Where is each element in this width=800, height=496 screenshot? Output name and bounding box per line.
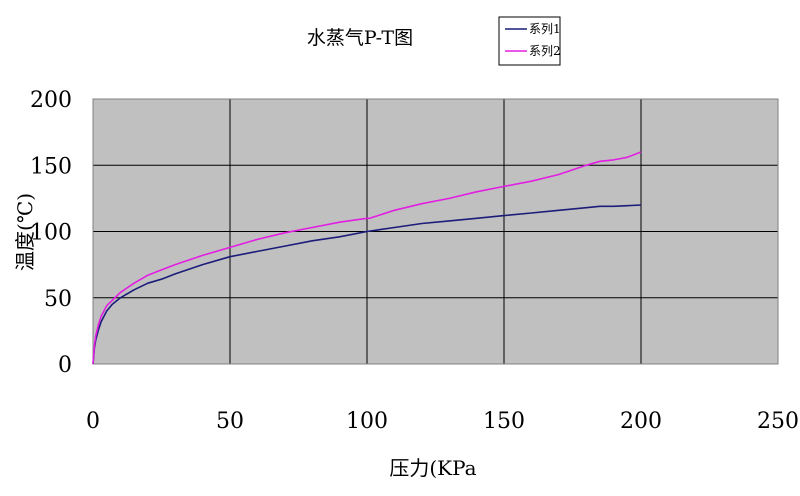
- x-tick-label: 100: [346, 409, 388, 434]
- y-tick-label: 100: [30, 221, 72, 246]
- chart-title: 水蒸气P-T图: [307, 27, 413, 49]
- legend-label-series1: 系列1: [529, 22, 561, 36]
- legend-box: [498, 16, 561, 66]
- y-tick-label: 0: [58, 353, 72, 378]
- series-line-2: [92, 151, 642, 365]
- x-tick-label: 200: [620, 409, 662, 434]
- x-tick-label: 250: [757, 409, 799, 434]
- plot-border: [92, 98, 779, 365]
- legend: 系列1 系列2: [498, 16, 561, 66]
- y-tick-label: 200: [30, 88, 72, 113]
- y-tick-label: 150: [30, 154, 72, 179]
- tick-labels: 0 50 100 150 200 250 0 50 100 150 200: [30, 88, 799, 434]
- legend-label-series2: 系列2: [529, 44, 561, 58]
- y-tick-label: 50: [44, 287, 72, 312]
- series-layer: [92, 151, 642, 365]
- x-tick-label: 0: [86, 409, 100, 434]
- x-tick-label: 50: [216, 409, 244, 434]
- y-axis-label: 温度(℃): [13, 193, 37, 271]
- x-axis-label: 压力(KPa: [389, 456, 476, 480]
- x-tick-label: 150: [483, 409, 525, 434]
- series-line-1: [92, 204, 642, 365]
